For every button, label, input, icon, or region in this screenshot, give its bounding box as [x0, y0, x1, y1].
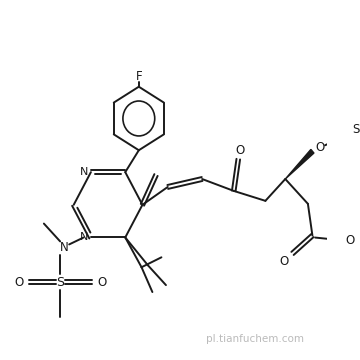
- Text: O: O: [97, 276, 106, 289]
- Text: S: S: [56, 276, 64, 289]
- Text: O: O: [346, 234, 355, 247]
- Text: N: N: [80, 167, 88, 177]
- Text: O: O: [280, 255, 289, 268]
- Text: O: O: [235, 144, 245, 157]
- Text: Si: Si: [352, 123, 360, 136]
- Text: N: N: [80, 233, 88, 243]
- Text: pl.tianfuchem.com: pl.tianfuchem.com: [206, 334, 303, 344]
- Text: N: N: [59, 241, 68, 254]
- Polygon shape: [285, 149, 314, 179]
- Text: F: F: [135, 70, 142, 83]
- Text: O: O: [14, 276, 23, 289]
- Text: O: O: [315, 141, 324, 154]
